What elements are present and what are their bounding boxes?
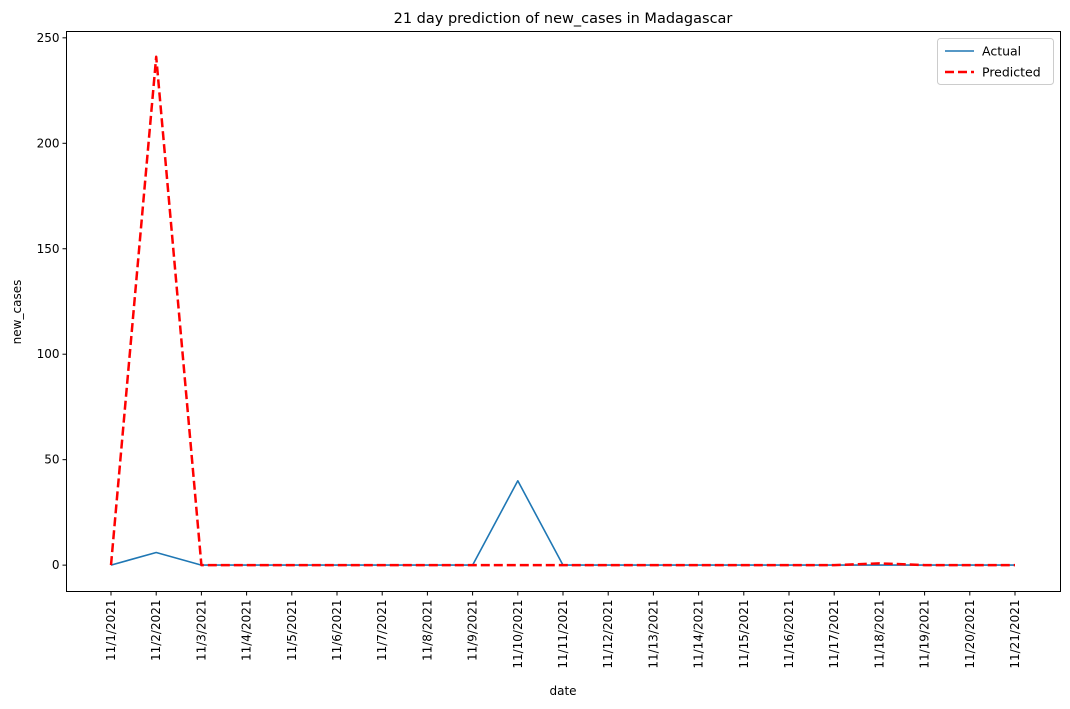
x-tick-label: 11/8/2021 bbox=[420, 600, 434, 662]
x-tick-label: 11/20/2021 bbox=[963, 600, 977, 669]
x-tick-label: 11/1/2021 bbox=[104, 600, 118, 662]
x-tick-label: 11/3/2021 bbox=[194, 600, 208, 662]
y-axis-title: new_cases bbox=[10, 280, 24, 345]
x-tick-label: 11/17/2021 bbox=[827, 600, 841, 669]
x-tick-label: 11/19/2021 bbox=[918, 600, 932, 669]
y-tick-label: 0 bbox=[52, 558, 60, 572]
x-tick-label: 11/14/2021 bbox=[692, 600, 706, 669]
y-tick-label: 200 bbox=[37, 136, 60, 150]
x-tick-label: 11/7/2021 bbox=[375, 600, 389, 662]
series-line-actual bbox=[110, 479, 1015, 566]
y-tick-label: 100 bbox=[37, 347, 60, 361]
legend: Actual Predicted bbox=[937, 38, 1054, 85]
x-tick-label: 11/21/2021 bbox=[1008, 600, 1022, 669]
x-tick-label: 11/16/2021 bbox=[782, 600, 796, 669]
x-tick-label: 11/12/2021 bbox=[601, 600, 615, 669]
x-axis-title: date bbox=[549, 684, 576, 698]
x-tick-label: 11/11/2021 bbox=[556, 600, 570, 669]
series-layer bbox=[109, 55, 1015, 567]
x-tick-label: 11/6/2021 bbox=[330, 600, 344, 662]
x-tick-label: 11/18/2021 bbox=[872, 600, 886, 669]
chart-title: 21 day prediction of new_cases in Madaga… bbox=[394, 11, 733, 27]
plot-frame bbox=[66, 31, 1061, 592]
x-tick-label: 11/13/2021 bbox=[646, 600, 660, 669]
x-tick-label: 11/15/2021 bbox=[737, 600, 751, 669]
legend-label: Predicted bbox=[982, 65, 1041, 80]
x-axis: 11/1/2021 11/2/2021 11/3/2021 11/4/2021 11/5… bbox=[104, 591, 1022, 669]
x-tick-label: 11/4/2021 bbox=[240, 600, 254, 662]
y-tick-label: 50 bbox=[44, 453, 59, 467]
x-tick-label: 11/9/2021 bbox=[466, 600, 480, 662]
y-axis: 0 50 100 150 200 250 bbox=[37, 31, 67, 572]
series-line-predicted bbox=[109, 55, 1015, 567]
legend-label: Actual bbox=[982, 44, 1021, 59]
x-tick-label: 11/2/2021 bbox=[149, 600, 163, 662]
x-tick-label: 11/10/2021 bbox=[511, 600, 525, 669]
y-tick-label: 250 bbox=[37, 31, 60, 45]
x-tick-label: 11/5/2021 bbox=[285, 600, 299, 662]
y-tick-label: 150 bbox=[37, 242, 60, 256]
